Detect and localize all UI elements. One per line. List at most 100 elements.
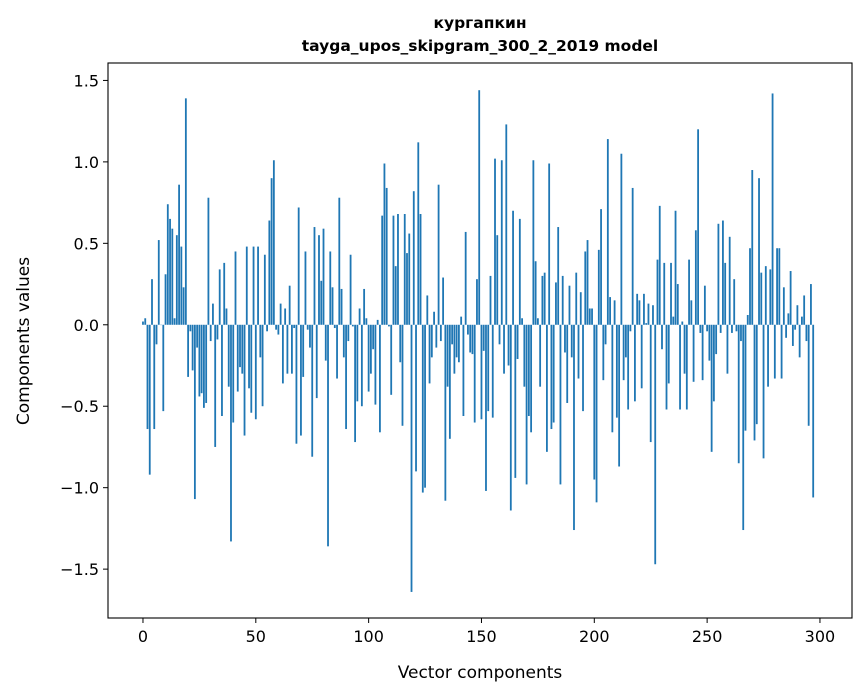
bar: [588, 308, 591, 325]
bar: [277, 324, 280, 335]
bar: [652, 305, 654, 325]
bar: [679, 324, 681, 410]
bar: [478, 90, 481, 325]
bar: [548, 163, 551, 325]
bar: [778, 248, 781, 325]
bar: [737, 324, 740, 464]
bar: [196, 324, 199, 348]
bar: [232, 324, 235, 423]
bar: [697, 129, 700, 325]
bar: [717, 223, 720, 325]
bar: [417, 142, 420, 325]
y-axis-label: Components values: [14, 257, 34, 425]
bar: [403, 214, 406, 325]
y-axis: −1.5 −1.0 −0.5 0.0 0.5 1.0 1.5: [60, 71, 108, 579]
chart-subtitle: tayga_upos_skipgram_300_2_2019 model: [302, 37, 659, 55]
bar: [351, 324, 354, 327]
bar: [656, 259, 659, 325]
bar: [726, 324, 729, 374]
plot-frame: [107, 62, 853, 619]
bar: [379, 324, 381, 433]
bar: [469, 324, 472, 353]
bar: [654, 324, 657, 565]
bar: [200, 324, 203, 394]
bar: [584, 251, 587, 325]
bar: [663, 262, 666, 325]
bar: [485, 324, 487, 491]
bar: [259, 324, 262, 358]
bar: [740, 324, 742, 342]
y-tick-label: 0.0: [74, 316, 99, 335]
bar: [722, 220, 724, 325]
x-tick-label: 300: [805, 627, 836, 646]
bar: [710, 324, 713, 452]
x-axis: 0 50 100 150 200 250 300: [138, 618, 835, 646]
bar: [401, 324, 404, 426]
bar: [681, 321, 684, 325]
bar: [392, 215, 395, 325]
bar: [762, 324, 765, 459]
bar: [457, 324, 460, 363]
bar: [591, 308, 593, 325]
bar: [329, 251, 332, 325]
bar: [169, 218, 171, 325]
bar: [661, 324, 663, 350]
bar: [390, 324, 393, 395]
bar: [464, 231, 467, 325]
bar: [365, 318, 368, 325]
bar: [703, 285, 706, 325]
bar: [505, 124, 508, 325]
bar: [367, 324, 370, 392]
bar: [649, 324, 652, 443]
bar: [480, 324, 483, 420]
bar: [284, 308, 287, 325]
bar: [173, 318, 176, 325]
bar: [638, 300, 641, 325]
bar: [385, 187, 388, 325]
bar: [604, 324, 607, 345]
bar: [665, 324, 668, 410]
bar: [144, 318, 147, 325]
bar: [525, 324, 528, 485]
bar: [239, 324, 241, 368]
bar: [155, 324, 158, 345]
bar: [203, 324, 205, 408]
bar: [789, 271, 792, 325]
bar: [683, 324, 686, 374]
bar: [782, 287, 785, 325]
bar: [462, 324, 465, 417]
bar: [636, 293, 639, 325]
bar: [193, 324, 196, 500]
bar: [536, 318, 539, 325]
bar: [327, 324, 329, 547]
bar: [254, 324, 257, 420]
bar: [780, 324, 783, 379]
bar: [724, 262, 727, 325]
bar: [315, 324, 318, 399]
bar: [699, 324, 702, 333]
bar: [261, 324, 264, 407]
bar: [175, 235, 178, 325]
bar: [275, 324, 278, 330]
bar: [708, 324, 711, 361]
x-tick-label: 100: [353, 627, 384, 646]
bar: [615, 324, 618, 418]
bar: [412, 191, 415, 325]
bar: [527, 324, 530, 417]
bar: [444, 324, 447, 501]
bar: [142, 321, 144, 325]
bar: [245, 246, 248, 325]
bar: [309, 324, 311, 348]
bar: [559, 324, 562, 485]
bar: [234, 251, 237, 325]
bar: [658, 205, 661, 325]
bar: [381, 215, 384, 325]
bar: [451, 324, 454, 345]
bar: [455, 324, 458, 358]
bar: [503, 324, 505, 374]
bar: [182, 287, 185, 325]
bar: [550, 324, 553, 430]
bar: [640, 324, 643, 389]
bar: [672, 316, 675, 325]
bar: [613, 300, 616, 325]
